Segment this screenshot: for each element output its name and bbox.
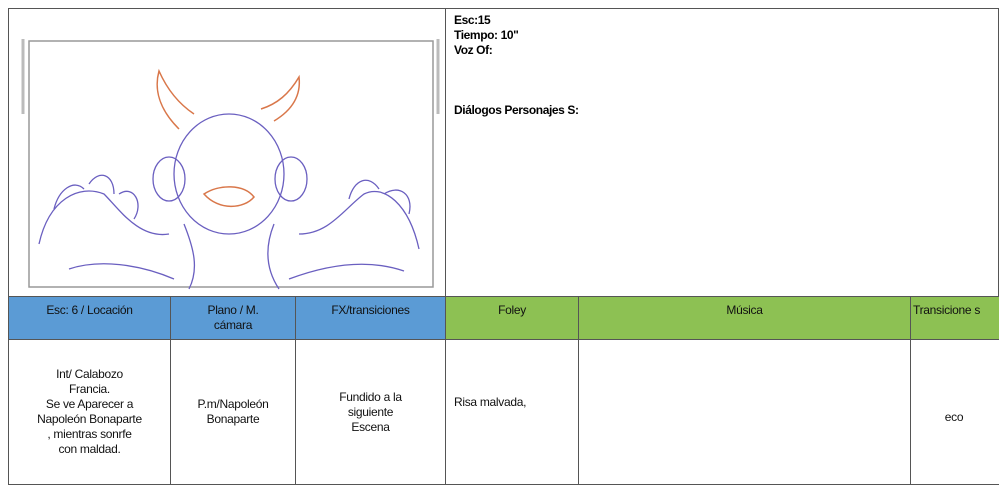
shot-cell: P.m/Napoleón Bonaparte: [170, 339, 296, 485]
header-cell: Esc: 6 / Locación: [8, 296, 171, 340]
sketch: [21, 39, 440, 290]
location-line: con maldad.: [58, 442, 121, 456]
header-cell: FX/transiciones: [295, 296, 446, 340]
sketch-cell: [8, 8, 446, 297]
music-cell: [578, 339, 911, 485]
location-line: Int/ Calabozo: [56, 367, 123, 381]
header-cell: Foley: [445, 296, 579, 340]
location-line: Francia.: [69, 382, 110, 396]
location-line: , mientras sonrfe: [47, 427, 132, 441]
time: Tiempo: 10": [454, 28, 519, 42]
location-cell: Int/ Calabozo Francia. Se ve Aparecer a …: [8, 339, 171, 485]
header-cell: Música: [578, 296, 911, 340]
transitions-cell: eco: [910, 339, 999, 485]
fx-cell: Fundido a la siguiente Escena: [295, 339, 446, 485]
voice: Voz Of:: [454, 43, 493, 57]
foley-cell: Risa malvada,: [445, 339, 579, 485]
scene: Esc:15: [454, 13, 491, 27]
dialogues: Diálogos Personajes S:: [454, 103, 579, 117]
header-cell: Plano / M. cámara: [170, 296, 296, 340]
location-line: Napoleón Bonaparte: [37, 412, 142, 426]
header-cell: Transicione s: [910, 296, 999, 340]
location-line: Se ve Aparecer a: [45, 397, 134, 411]
info-cell: Esc:15 Tiempo: 10" Voz Of: Diálogos Pers…: [445, 8, 999, 297]
